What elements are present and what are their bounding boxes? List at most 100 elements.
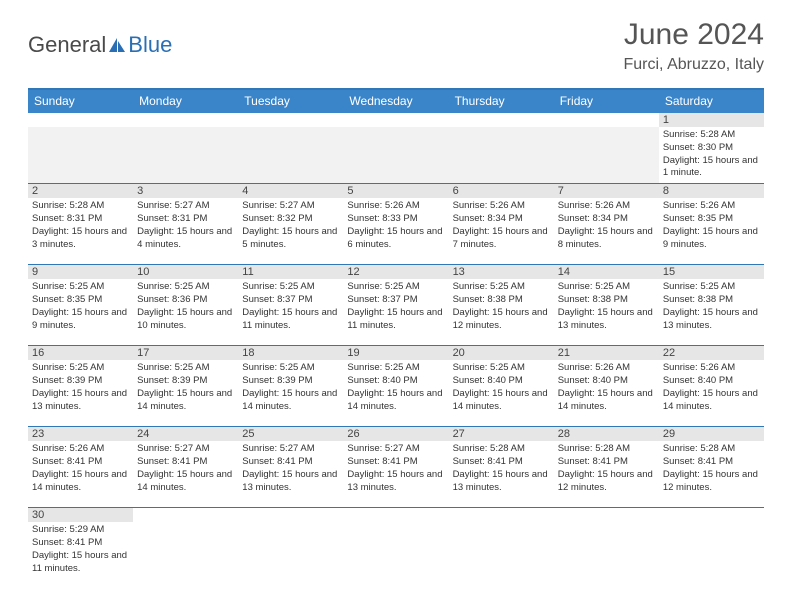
day-cell (238, 522, 343, 588)
daylight-text: Daylight: 15 hours and 12 minutes. (663, 469, 760, 495)
day-cell: Sunrise: 5:27 AMSunset: 8:32 PMDaylight:… (238, 198, 343, 264)
sunset-text: Sunset: 8:33 PM (347, 213, 444, 226)
header: GeneralBlue June 2024 Furci, Abruzzo, It… (0, 0, 792, 82)
day-cell: Sunrise: 5:25 AMSunset: 8:38 PMDaylight:… (659, 279, 764, 345)
day-number: 2 (28, 184, 133, 198)
week-row: Sunrise: 5:28 AMSunset: 8:31 PMDaylight:… (28, 198, 764, 265)
sunrise-text: Sunrise: 5:27 AM (347, 443, 444, 456)
day-number (133, 508, 238, 522)
daylight-text: Daylight: 15 hours and 10 minutes. (137, 307, 234, 333)
day-cell: Sunrise: 5:27 AMSunset: 8:41 PMDaylight:… (133, 441, 238, 507)
sunset-text: Sunset: 8:37 PM (347, 294, 444, 307)
daylight-text: Daylight: 15 hours and 9 minutes. (32, 307, 129, 333)
sunset-text: Sunset: 8:40 PM (453, 375, 550, 388)
daylight-text: Daylight: 15 hours and 12 minutes. (558, 469, 655, 495)
sunrise-text: Sunrise: 5:29 AM (32, 524, 129, 537)
day-number: 28 (554, 427, 659, 441)
day-cell: Sunrise: 5:25 AMSunset: 8:37 PMDaylight:… (238, 279, 343, 345)
day-number: 9 (28, 265, 133, 279)
day-number (343, 113, 448, 127)
day-cell: Sunrise: 5:25 AMSunset: 8:38 PMDaylight:… (554, 279, 659, 345)
day-cell: Sunrise: 5:26 AMSunset: 8:40 PMDaylight:… (554, 360, 659, 426)
day-cell: Sunrise: 5:25 AMSunset: 8:37 PMDaylight:… (343, 279, 448, 345)
sunrise-text: Sunrise: 5:27 AM (242, 200, 339, 213)
daylight-text: Daylight: 15 hours and 14 minutes. (558, 388, 655, 414)
day-cell: Sunrise: 5:27 AMSunset: 8:41 PMDaylight:… (343, 441, 448, 507)
sunrise-text: Sunrise: 5:25 AM (453, 362, 550, 375)
day-number: 16 (28, 346, 133, 360)
sunrise-text: Sunrise: 5:26 AM (347, 200, 444, 213)
day-number: 19 (343, 346, 448, 360)
sunrise-text: Sunrise: 5:25 AM (137, 362, 234, 375)
sunrise-text: Sunrise: 5:26 AM (453, 200, 550, 213)
day-cell (659, 522, 764, 588)
week-row: Sunrise: 5:29 AMSunset: 8:41 PMDaylight:… (28, 522, 764, 588)
sunset-text: Sunset: 8:34 PM (453, 213, 550, 226)
day-number: 29 (659, 427, 764, 441)
day-header: Friday (554, 90, 659, 113)
sunset-text: Sunset: 8:41 PM (137, 456, 234, 469)
day-cell: Sunrise: 5:26 AMSunset: 8:33 PMDaylight:… (343, 198, 448, 264)
day-cell (343, 127, 448, 183)
day-cell: Sunrise: 5:26 AMSunset: 8:35 PMDaylight:… (659, 198, 764, 264)
title-block: June 2024 Furci, Abruzzo, Italy (624, 18, 765, 74)
day-number: 21 (554, 346, 659, 360)
daylight-text: Daylight: 15 hours and 13 minutes. (663, 307, 760, 333)
day-number: 14 (554, 265, 659, 279)
day-number: 4 (238, 184, 343, 198)
day-header-row: SundayMondayTuesdayWednesdayThursdayFrid… (28, 90, 764, 113)
day-number: 24 (133, 427, 238, 441)
day-number: 12 (343, 265, 448, 279)
daynum-row: 2345678 (28, 184, 764, 198)
week-row: Sunrise: 5:28 AMSunset: 8:30 PMDaylight:… (28, 127, 764, 184)
sunrise-text: Sunrise: 5:25 AM (347, 362, 444, 375)
sunrise-text: Sunrise: 5:28 AM (453, 443, 550, 456)
day-number: 23 (28, 427, 133, 441)
daylight-text: Daylight: 15 hours and 3 minutes. (32, 226, 129, 252)
daylight-text: Daylight: 15 hours and 5 minutes. (242, 226, 339, 252)
day-number: 7 (554, 184, 659, 198)
sunrise-text: Sunrise: 5:25 AM (453, 281, 550, 294)
sunset-text: Sunset: 8:41 PM (32, 537, 129, 550)
sunrise-text: Sunrise: 5:27 AM (242, 443, 339, 456)
daylight-text: Daylight: 15 hours and 14 minutes. (663, 388, 760, 414)
day-number: 1 (659, 113, 764, 127)
daylight-text: Daylight: 15 hours and 11 minutes. (347, 307, 444, 333)
day-header: Tuesday (238, 90, 343, 113)
daylight-text: Daylight: 15 hours and 12 minutes. (453, 307, 550, 333)
daynum-row: 23242526272829 (28, 427, 764, 441)
day-number: 30 (28, 508, 133, 522)
brand-text: GeneralBlue (28, 32, 172, 60)
day-number: 8 (659, 184, 764, 198)
day-header: Sunday (28, 90, 133, 113)
day-number (449, 508, 554, 522)
day-cell: Sunrise: 5:25 AMSunset: 8:39 PMDaylight:… (28, 360, 133, 426)
day-number: 27 (449, 427, 554, 441)
daylight-text: Daylight: 15 hours and 14 minutes. (242, 388, 339, 414)
day-cell: Sunrise: 5:28 AMSunset: 8:41 PMDaylight:… (659, 441, 764, 507)
sunset-text: Sunset: 8:41 PM (32, 456, 129, 469)
sunset-text: Sunset: 8:35 PM (32, 294, 129, 307)
daylight-text: Daylight: 15 hours and 14 minutes. (453, 388, 550, 414)
day-cell: Sunrise: 5:25 AMSunset: 8:38 PMDaylight:… (449, 279, 554, 345)
calendar-grid: SundayMondayTuesdayWednesdayThursdayFrid… (28, 88, 764, 588)
sail-icon (107, 34, 127, 60)
day-number (133, 113, 238, 127)
sunset-text: Sunset: 8:36 PM (137, 294, 234, 307)
day-cell: Sunrise: 5:28 AMSunset: 8:31 PMDaylight:… (28, 198, 133, 264)
sunrise-text: Sunrise: 5:25 AM (32, 281, 129, 294)
sunrise-text: Sunrise: 5:26 AM (558, 200, 655, 213)
sunrise-text: Sunrise: 5:27 AM (137, 443, 234, 456)
day-header: Wednesday (343, 90, 448, 113)
sunset-text: Sunset: 8:37 PM (242, 294, 339, 307)
day-cell: Sunrise: 5:25 AMSunset: 8:39 PMDaylight:… (238, 360, 343, 426)
day-header: Thursday (449, 90, 554, 113)
day-cell: Sunrise: 5:25 AMSunset: 8:40 PMDaylight:… (343, 360, 448, 426)
day-number: 15 (659, 265, 764, 279)
day-cell: Sunrise: 5:29 AMSunset: 8:41 PMDaylight:… (28, 522, 133, 588)
day-number: 3 (133, 184, 238, 198)
brand-logo: GeneralBlue (28, 32, 172, 60)
day-number (554, 113, 659, 127)
day-cell: Sunrise: 5:26 AMSunset: 8:40 PMDaylight:… (659, 360, 764, 426)
day-number (238, 113, 343, 127)
